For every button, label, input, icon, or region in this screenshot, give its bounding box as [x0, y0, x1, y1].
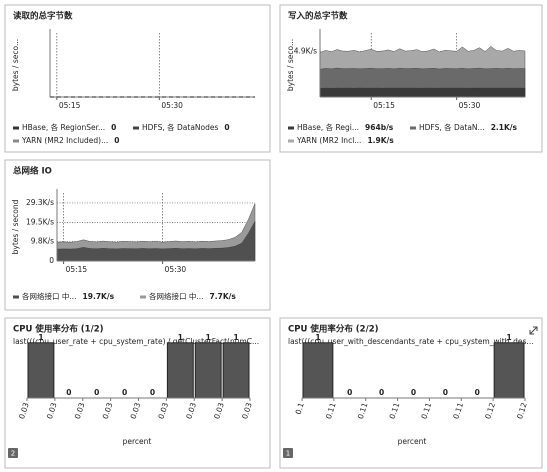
- y-tick-label: 4.9K/s: [294, 47, 317, 56]
- subtitle: last(((cpu_user_with_descendants_rate + …: [288, 337, 534, 346]
- legend-value: 0: [224, 123, 229, 132]
- legend-value: 7.7K/s: [210, 292, 237, 301]
- x-tick-label: 05:15: [373, 101, 395, 110]
- legend-name: 各网络接口 中...: [149, 291, 204, 301]
- legend-swatch: [13, 126, 19, 130]
- bar: [27, 342, 55, 399]
- badge-text: 1: [286, 450, 290, 458]
- y-axis-label: bytes / second: [11, 199, 20, 254]
- bar-label: 1: [233, 333, 238, 342]
- legend-value: 2.1K/s: [491, 123, 518, 132]
- legend-name: YARN (MR2 Included)...: [21, 136, 108, 145]
- y-axis-label: bytes / seco...: [286, 39, 295, 91]
- x-tick-label: 05:15: [66, 265, 88, 274]
- y-tick-label: 19.5K/s: [26, 217, 54, 226]
- plot-series: [319, 46, 526, 98]
- x-tick-label: 0.1: [294, 401, 306, 415]
- legend-name: HDFS, 各 DataNodes: [142, 122, 218, 132]
- bar-label: 0: [475, 388, 480, 397]
- legend-value: 0: [114, 136, 119, 145]
- bar-label: 1: [506, 333, 511, 342]
- area: [56, 203, 256, 262]
- legend-value: 964b/s: [365, 123, 394, 132]
- legend-swatch: [410, 126, 416, 130]
- bar-label: 0: [411, 388, 416, 397]
- x-axis-label: percent: [123, 437, 152, 446]
- chart-title: 读取的总字节数: [13, 11, 73, 22]
- chart-title: CPU 使用率分布 (1/2): [13, 324, 104, 335]
- chart-title: CPU 使用率分布 (2/2): [288, 324, 379, 335]
- bar-label: 0: [347, 388, 352, 397]
- legend-name: HDFS, 各 DataN...: [419, 122, 485, 132]
- bar-label: 1: [315, 333, 320, 342]
- bar: [302, 342, 334, 399]
- legend-swatch: [13, 139, 19, 143]
- bar-label: 0: [379, 388, 384, 397]
- legend-swatch: [133, 126, 139, 130]
- bar-label: 0: [122, 388, 127, 397]
- legend-name: HBase, 各 Regi...: [297, 122, 359, 132]
- legend-swatch: [288, 126, 294, 130]
- legend-value: 1.9K/s: [367, 136, 394, 145]
- expand-icon[interactable]: [529, 326, 538, 335]
- bar: [222, 342, 250, 399]
- badge: [8, 448, 18, 458]
- badge: [283, 448, 293, 458]
- legend-name: YARN (MR2 Incl...: [296, 136, 361, 145]
- y-tick-label: 0: [49, 256, 54, 265]
- bar-label: 1: [206, 333, 211, 342]
- bar-label: 1: [38, 333, 43, 342]
- legend-swatch: [140, 295, 146, 299]
- bar: [493, 342, 525, 399]
- legend-swatch: [13, 295, 19, 299]
- badge-text: 2: [11, 450, 15, 458]
- y-tick-label: 29.3K/s: [26, 198, 54, 207]
- x-axis-label: percent: [398, 437, 427, 446]
- x-tick-label: 05:30: [459, 101, 481, 110]
- bar-label: 0: [443, 388, 448, 397]
- legend-value: 0: [111, 123, 116, 132]
- bar-label: 0: [94, 388, 99, 397]
- plot-series: [56, 203, 256, 262]
- area: [319, 87, 526, 98]
- y-axis-label: bytes / seco...: [11, 39, 20, 91]
- y-tick-label: 9.8K/s: [31, 237, 54, 246]
- subtitle: last(((cpu_user_rate + cpu_system_rate) …: [13, 337, 259, 346]
- bar: [166, 342, 194, 399]
- x-tick-label: 05:30: [165, 265, 187, 274]
- chart-title: 总网络 IO: [13, 166, 52, 177]
- bar: [194, 342, 222, 399]
- bar-label: 0: [66, 388, 71, 397]
- legend-swatch: [288, 139, 294, 143]
- bar-label: 0: [150, 388, 155, 397]
- bar-label: 1: [178, 333, 183, 342]
- chart-title: 写入的总字节数: [288, 11, 348, 22]
- legend-name: 各网络接口 中...: [22, 291, 77, 301]
- area: [56, 220, 256, 262]
- x-tick-label: 05:30: [161, 101, 183, 110]
- legend-value: 19.7K/s: [83, 292, 115, 301]
- panel: [4, 159, 271, 311]
- legend-name: HBase, 各 RegionSer...: [22, 122, 105, 132]
- x-tick-label: 05:15: [59, 101, 81, 110]
